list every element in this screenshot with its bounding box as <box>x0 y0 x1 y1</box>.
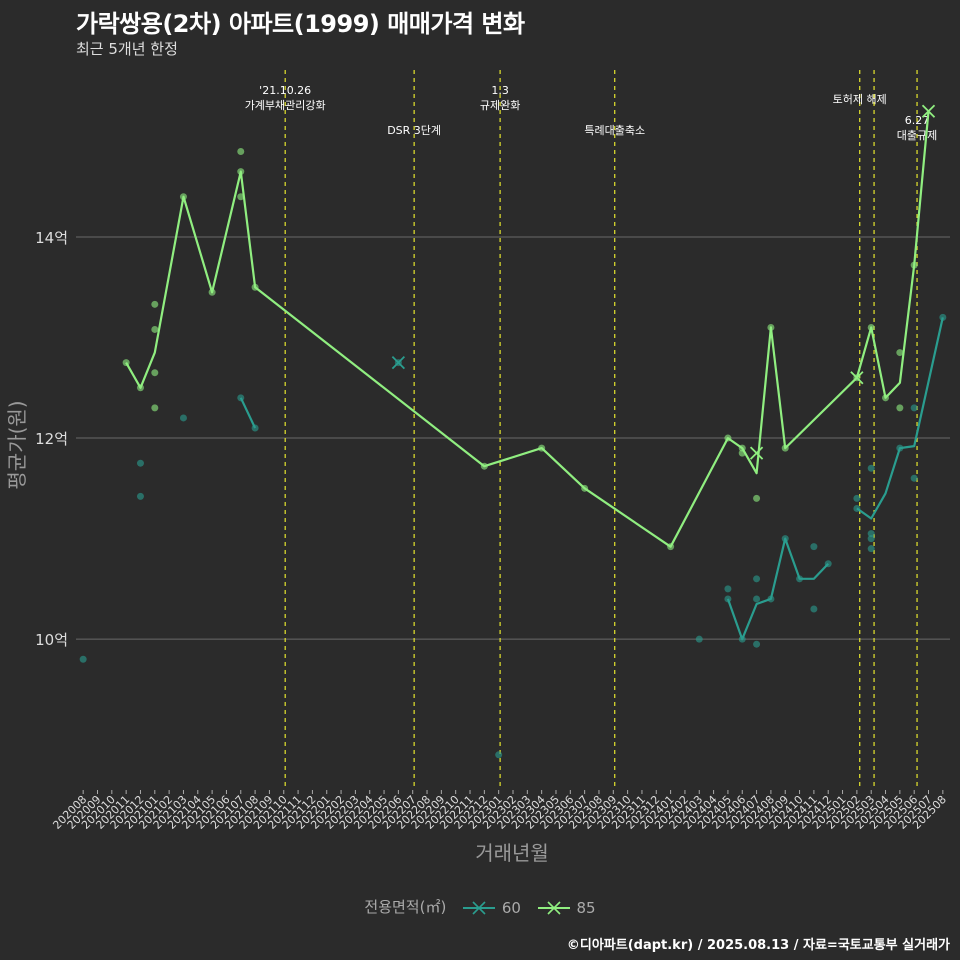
data-point <box>753 575 761 583</box>
legend-item-60: 60 <box>461 899 521 917</box>
data-point <box>810 605 818 613</box>
data-point <box>896 404 904 412</box>
data-point <box>753 494 761 502</box>
data-point <box>136 459 144 467</box>
data-point <box>867 464 875 472</box>
data-point <box>910 474 918 482</box>
series-line <box>125 111 930 548</box>
data-point <box>910 404 918 412</box>
event-label: 가계부채관리강화 <box>245 99 326 112</box>
event-date: 1.3 <box>491 84 509 97</box>
series-layer <box>79 104 947 759</box>
data-point <box>896 349 904 357</box>
grid-lines <box>76 236 950 640</box>
event-label: 규제완화 <box>480 99 520 112</box>
legend: 전용면적(㎡) 60 85 <box>0 896 960 917</box>
series-line <box>856 317 944 520</box>
event-date: 6.27 <box>905 114 930 127</box>
data-point <box>867 530 875 538</box>
event-label: 대출규제 <box>897 129 937 142</box>
legend-title: 전용면적(㎡) <box>364 898 447 916</box>
data-point <box>495 751 503 759</box>
event-label: 특례대출축소 <box>584 124 645 137</box>
data-point <box>237 193 245 201</box>
source-caption: ©디아파트(dapt.kr) / 2025.08.13 / 자료=국토교통부 실… <box>566 938 950 953</box>
data-point <box>853 494 861 502</box>
legend-key-60-icon <box>463 901 496 915</box>
chart-subtitle: 최근 5개년 한정 <box>76 40 178 58</box>
x-tick-labels: 2020082020092020102020112020122021012021… <box>50 790 949 832</box>
chart-title: 가락쌍용(2차) 아파트(1999) 매매가격 변화 <box>76 10 525 38</box>
x-axis-title: 거래년월 <box>475 841 549 865</box>
data-point <box>753 595 761 603</box>
y-tick-label: 12억 <box>35 430 68 448</box>
data-point <box>237 147 245 155</box>
event-label: 토허제 해제 <box>833 92 887 106</box>
cross-marker <box>749 446 764 460</box>
data-point <box>753 640 761 648</box>
data-point <box>179 414 187 422</box>
y-tick-label: 14억 <box>35 229 68 247</box>
data-point <box>79 655 87 663</box>
data-point <box>867 535 875 543</box>
data-point <box>724 585 732 593</box>
data-point <box>151 404 159 412</box>
legend-key-85-icon <box>537 901 570 915</box>
data-point <box>867 545 875 553</box>
data-point <box>810 543 818 551</box>
legend-item-85: 85 <box>536 899 596 917</box>
y-tick-label: 10억 <box>35 631 68 649</box>
cross-marker <box>921 104 936 118</box>
event-label: DSR 3단계 <box>387 124 441 137</box>
y-tick-labels: 10억 12억 14억 <box>35 229 68 649</box>
data-point <box>151 325 159 333</box>
data-point <box>151 300 159 308</box>
y-axis-title: 평균가(원) <box>5 400 29 489</box>
cross-marker <box>391 356 406 370</box>
event-date: '21.10.26 <box>259 84 311 97</box>
data-point <box>939 313 947 321</box>
series-line <box>726 537 829 641</box>
data-point <box>136 492 144 500</box>
data-point <box>151 369 159 377</box>
data-point <box>695 635 703 643</box>
legend-label-60: 60 <box>501 898 521 917</box>
legend-label-85: 85 <box>576 898 596 917</box>
series-line <box>239 397 257 429</box>
cross-marker <box>850 371 864 385</box>
